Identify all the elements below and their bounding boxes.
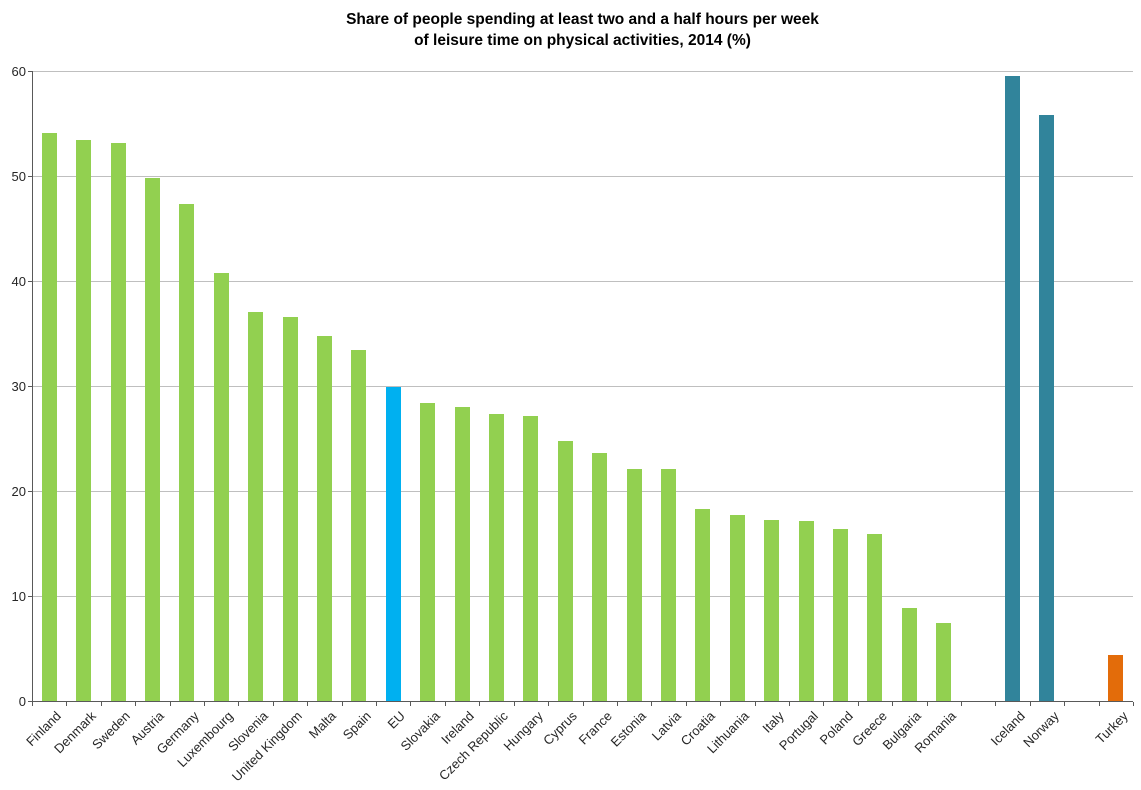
- bar-denmark: [76, 140, 91, 701]
- y-axis-label-30: 30: [11, 379, 26, 394]
- bar-france: [592, 453, 607, 701]
- bar-bulgaria: [902, 608, 917, 701]
- x-axis-tick-32: [1133, 702, 1134, 706]
- x-axis-tick-2: [101, 702, 102, 706]
- x-axis-tick-9: [342, 702, 343, 706]
- x-axis-tick-26: [927, 702, 928, 706]
- x-axis-tick-1: [66, 702, 67, 706]
- bar-czech-republic: [489, 414, 504, 701]
- y-axis-label-20: 20: [11, 484, 26, 499]
- bar-spain: [351, 350, 366, 701]
- x-axis-tick-4: [170, 702, 171, 706]
- x-axis-tick-22: [789, 702, 790, 706]
- bar-ireland: [455, 407, 470, 701]
- gridline-20: [32, 491, 1133, 492]
- bar-luxembourg: [214, 273, 229, 701]
- y-axis-tick-50: [28, 176, 32, 177]
- gridline-40: [32, 281, 1133, 282]
- chart-title: Share of people spending at least two an…: [32, 9, 1133, 51]
- x-axis-tick-7: [273, 702, 274, 706]
- bar-finland: [42, 133, 57, 701]
- bar-malta: [317, 336, 332, 701]
- x-axis-tick-29: [1030, 702, 1031, 706]
- x-axis-tick-31: [1099, 702, 1100, 706]
- x-axis-tick-17: [617, 702, 618, 706]
- gridline-60: [32, 71, 1133, 72]
- y-axis-line: [32, 71, 33, 702]
- bar-united-kingdom: [283, 317, 298, 701]
- bar-estonia: [627, 469, 642, 701]
- x-axis-tick-25: [892, 702, 893, 706]
- y-axis-tick-30: [28, 386, 32, 387]
- x-axis-tick-19: [686, 702, 687, 706]
- x-axis-tick-13: [479, 702, 480, 706]
- y-axis-tick-20: [28, 491, 32, 492]
- x-axis-tick-27: [961, 702, 962, 706]
- bar-croatia: [695, 509, 710, 701]
- bar-sweden: [111, 143, 126, 701]
- bar-poland: [833, 529, 848, 701]
- x-axis-tick-12: [445, 702, 446, 706]
- x-axis-tick-15: [548, 702, 549, 706]
- x-axis-tick-14: [514, 702, 515, 706]
- bar-lithuania: [730, 515, 745, 701]
- gridline-30: [32, 386, 1133, 387]
- bar-portugal: [799, 521, 814, 701]
- x-axis-tick-6: [238, 702, 239, 706]
- x-axis-tick-8: [307, 702, 308, 706]
- x-axis-tick-3: [135, 702, 136, 706]
- bar-germany: [179, 204, 194, 701]
- y-axis-label-50: 50: [11, 169, 26, 184]
- gridline-10: [32, 596, 1133, 597]
- x-axis-tick-28: [995, 702, 996, 706]
- x-axis-tick-5: [204, 702, 205, 706]
- bar-greece: [867, 534, 882, 701]
- x-axis-tick-23: [823, 702, 824, 706]
- bar-hungary: [523, 416, 538, 701]
- y-axis-label-0: 0: [18, 694, 26, 709]
- y-axis-tick-10: [28, 596, 32, 597]
- bar-turkey: [1108, 655, 1123, 701]
- bar-cyprus: [558, 441, 573, 701]
- y-axis-tick-0: [28, 701, 32, 702]
- x-axis-tick-20: [720, 702, 721, 706]
- y-axis-label-60: 60: [11, 64, 26, 79]
- y-axis-label-40: 40: [11, 274, 26, 289]
- x-axis-tick-18: [651, 702, 652, 706]
- chart-title-line-1: Share of people spending at least two an…: [346, 11, 819, 28]
- bar-eu: [386, 387, 401, 701]
- bar-romania: [936, 623, 951, 701]
- x-axis-tick-0: [32, 702, 33, 706]
- bar-slovenia: [248, 312, 263, 701]
- bar-slovakia: [420, 403, 435, 701]
- x-axis-tick-21: [755, 702, 756, 706]
- y-axis-tick-60: [28, 71, 32, 72]
- x-axis-tick-11: [410, 702, 411, 706]
- chart-title-line-2: of leisure time on physical activities, …: [414, 32, 751, 49]
- bar-austria: [145, 178, 160, 701]
- x-axis-tick-10: [376, 702, 377, 706]
- x-axis-line: [32, 701, 1133, 702]
- y-axis-label-10: 10: [11, 589, 26, 604]
- x-axis-tick-30: [1064, 702, 1065, 706]
- x-axis-tick-16: [583, 702, 584, 706]
- gridline-50: [32, 176, 1133, 177]
- bar-latvia: [661, 469, 676, 701]
- bar-iceland: [1005, 76, 1020, 701]
- y-axis-tick-40: [28, 281, 32, 282]
- bar-italy: [764, 520, 779, 701]
- bar-norway: [1039, 115, 1054, 701]
- x-axis-tick-24: [858, 702, 859, 706]
